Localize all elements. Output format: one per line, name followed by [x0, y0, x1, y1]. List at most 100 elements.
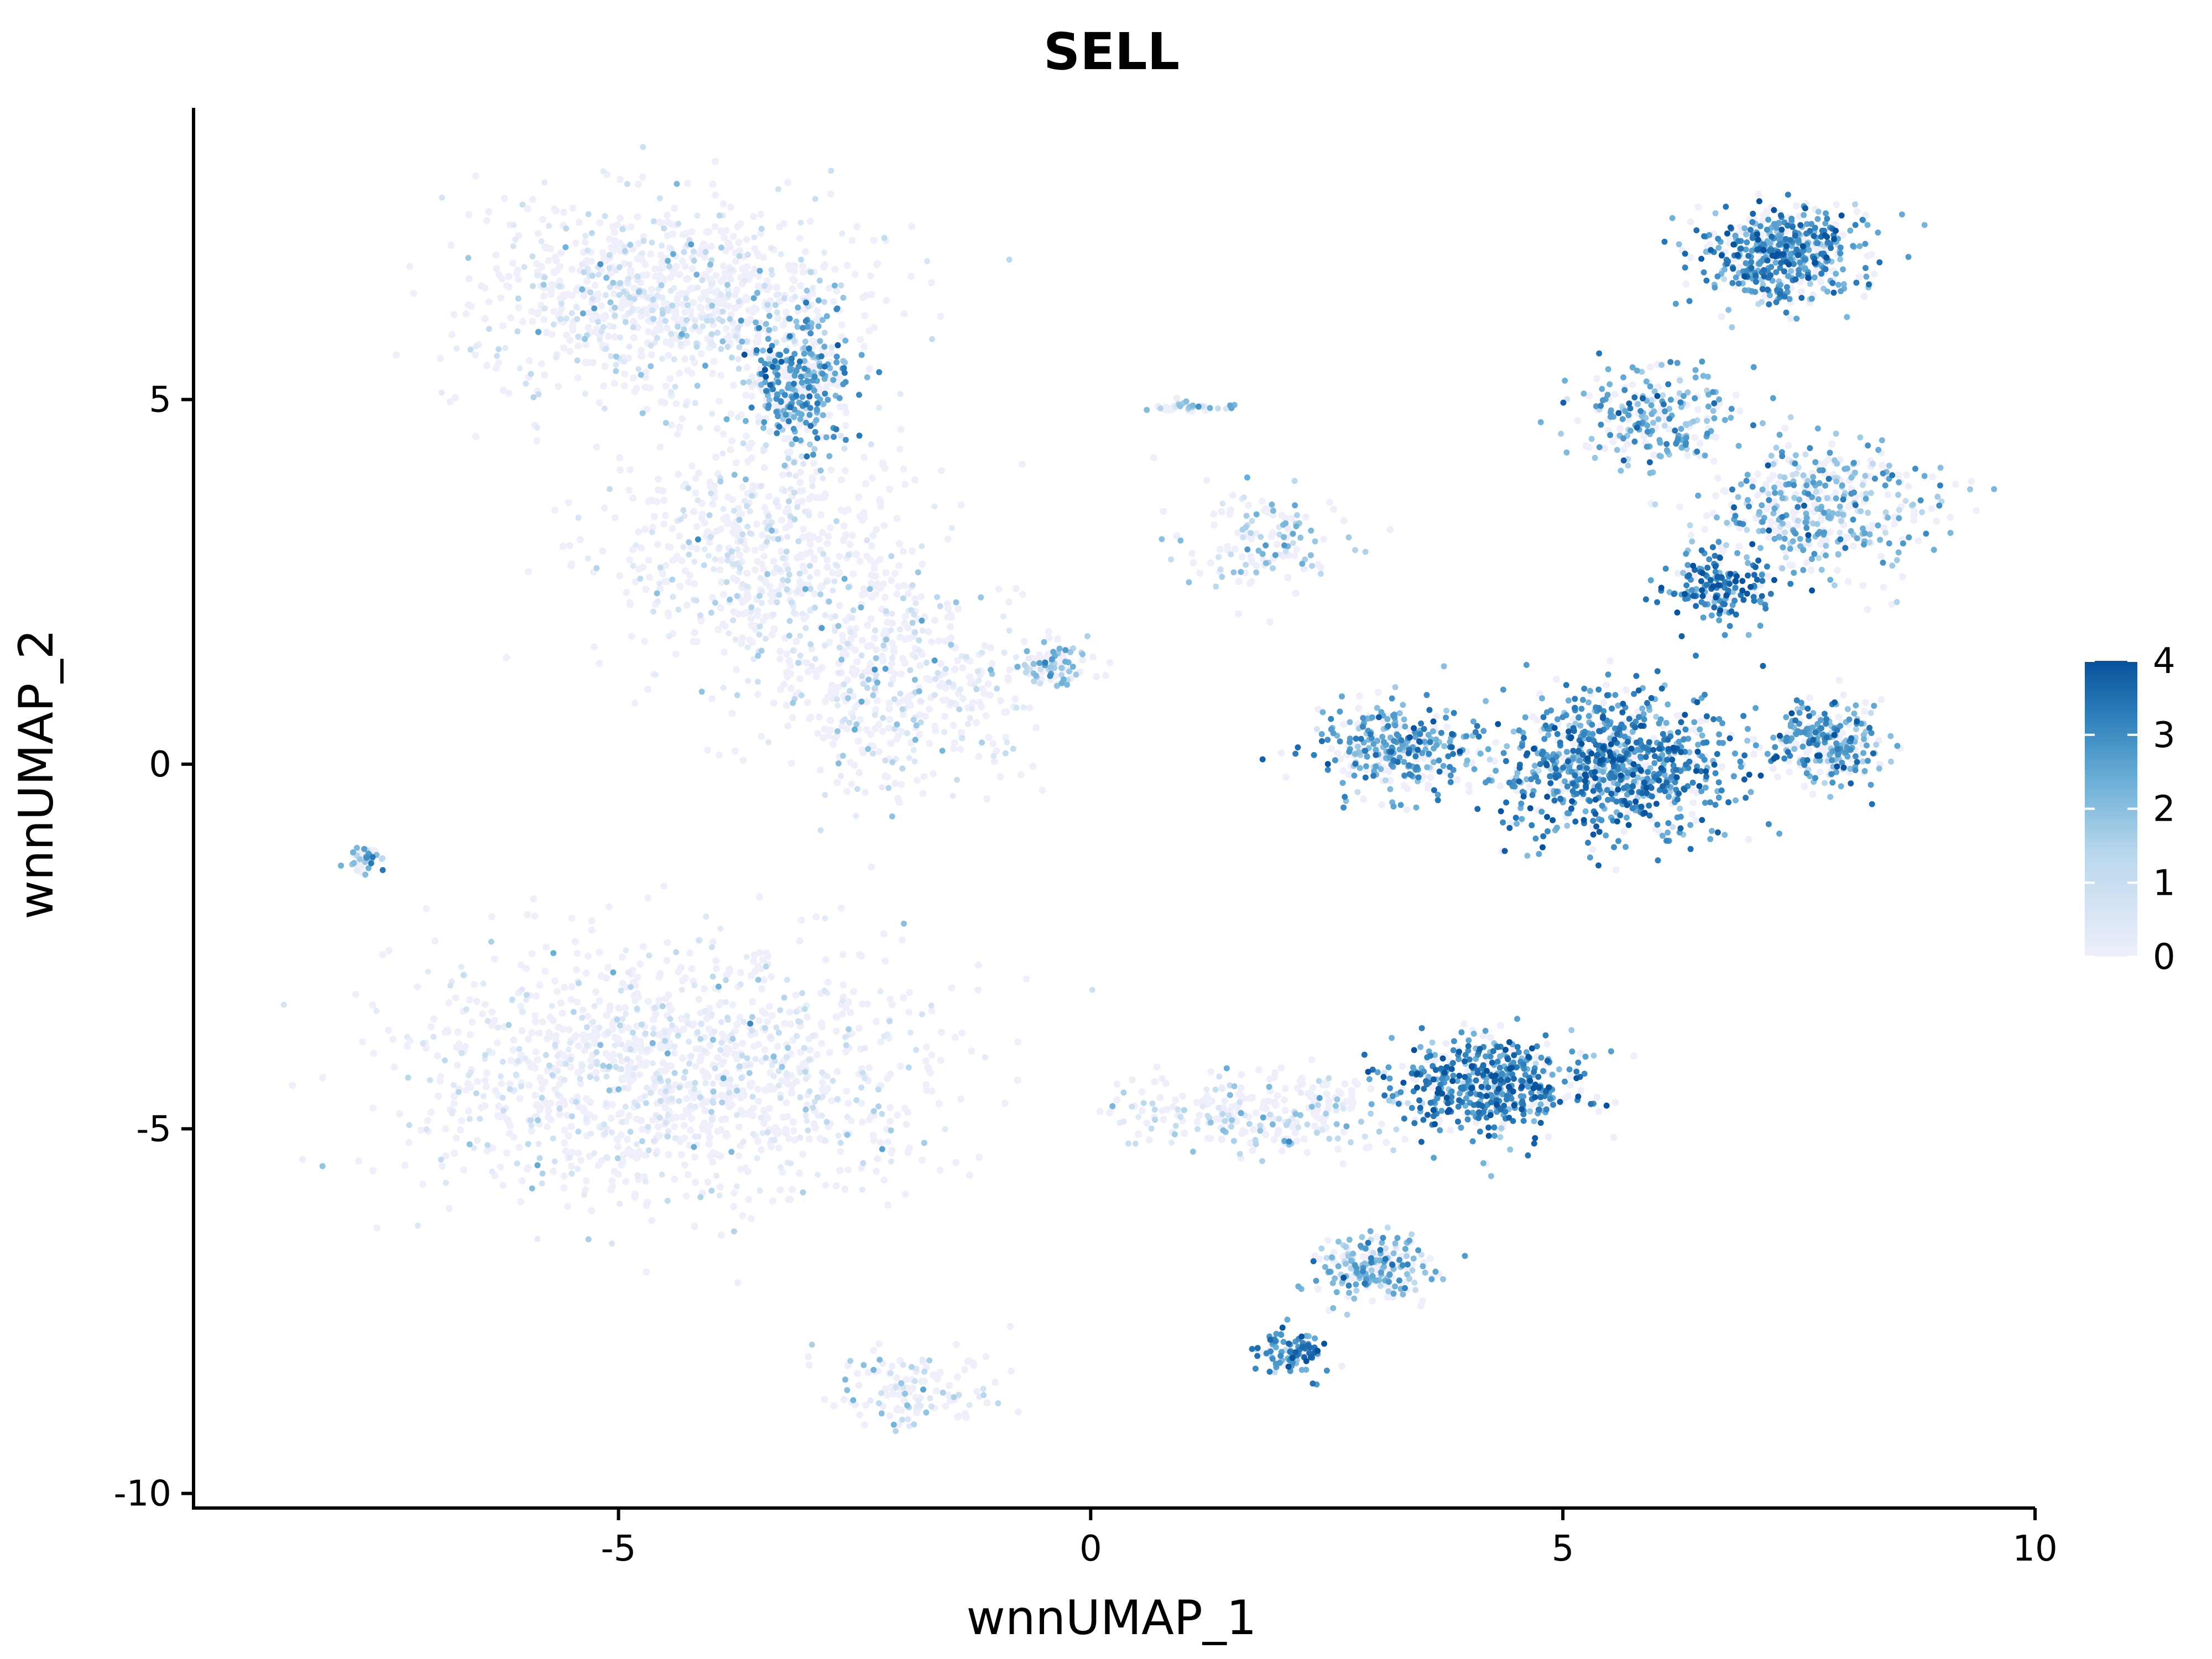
- cell-point: [649, 1060, 656, 1067]
- cell-point: [691, 982, 698, 989]
- cell-point: [810, 285, 816, 291]
- cell-point: [473, 998, 481, 1005]
- cell-point: [774, 599, 780, 606]
- cell-point: [1277, 749, 1285, 757]
- cell-point: [587, 1056, 594, 1064]
- cell-point: [665, 1001, 673, 1009]
- cell-point: [897, 626, 904, 633]
- cell-point: [480, 980, 487, 987]
- cell-point: [898, 728, 906, 735]
- cell-point: [717, 604, 724, 612]
- cell-point: [738, 1074, 744, 1081]
- cell-point: [820, 551, 827, 557]
- cell-point: [724, 1014, 731, 1021]
- cell-point: [385, 1026, 393, 1034]
- cell-point: [865, 1064, 873, 1072]
- cell-point: [881, 772, 889, 780]
- cell-point: [596, 948, 603, 956]
- cell-point: [845, 584, 852, 591]
- cell-point: [731, 1189, 738, 1197]
- cell-point: [810, 1120, 818, 1128]
- cell-point: [681, 567, 689, 575]
- cell-point: [684, 180, 691, 187]
- cell-point: [711, 482, 718, 490]
- cell-point: [633, 1141, 640, 1147]
- cell-point: [728, 548, 735, 555]
- cell-point: [1204, 1135, 1212, 1142]
- cell-point: [1246, 580, 1254, 587]
- cell-point: [1754, 470, 1762, 478]
- cell-point: [1929, 473, 1936, 481]
- cell-point: [745, 1196, 753, 1203]
- cell-point: [591, 281, 599, 289]
- cell-point: [467, 1031, 474, 1039]
- cell-point: [704, 317, 710, 324]
- cell-point: [672, 1113, 680, 1121]
- cell-point: [802, 625, 809, 632]
- cell-point: [455, 1040, 463, 1048]
- cell-point: [911, 758, 918, 765]
- cell-point: [593, 444, 601, 451]
- cell-point: [937, 467, 945, 474]
- cell-point: [560, 208, 567, 216]
- cell-point: [1291, 552, 1298, 560]
- cell-point: [911, 476, 919, 484]
- cell-point: [596, 399, 603, 406]
- cell-point: [1880, 583, 1887, 591]
- cell-point: [1882, 529, 1889, 536]
- cell-point: [1665, 425, 1673, 433]
- cell-point: [681, 309, 689, 316]
- scatter-points: [280, 144, 1997, 1434]
- cell-point: [870, 237, 878, 244]
- cell-point: [840, 536, 848, 544]
- cell-point: [1283, 1122, 1290, 1128]
- cell-point: [500, 194, 508, 202]
- cell-point: [597, 302, 605, 310]
- cell-point: [754, 557, 761, 565]
- cell-point: [352, 990, 359, 998]
- cell-point: [733, 577, 740, 585]
- cell-point: [681, 263, 689, 270]
- cell-point: [1125, 1140, 1131, 1147]
- cell-point: [1020, 704, 1027, 711]
- cell-point: [619, 298, 627, 306]
- cell-point: [1293, 545, 1301, 553]
- cell-point: [554, 267, 561, 274]
- cell-point: [1245, 502, 1253, 509]
- cell-point: [888, 1149, 895, 1156]
- cell-point: [749, 1093, 756, 1100]
- cell-point: [423, 1126, 430, 1133]
- cell-point: [727, 243, 734, 251]
- cell-point: [523, 992, 530, 998]
- cell-point: [929, 770, 937, 778]
- cell-point: [465, 1107, 472, 1115]
- cell-point: [776, 655, 784, 662]
- cell-point: [969, 699, 977, 706]
- cell-point: [560, 1184, 568, 1192]
- cell-point: [888, 619, 896, 627]
- cell-point: [766, 428, 774, 435]
- cell-point: [754, 612, 761, 619]
- cell-point: [765, 513, 772, 519]
- cell-point: [717, 227, 725, 234]
- cell-point: [746, 636, 754, 644]
- cell-point: [656, 326, 664, 333]
- cell-point: [925, 705, 933, 713]
- cell-point: [1014, 1077, 1021, 1084]
- cell-point: [650, 1031, 656, 1037]
- cell-point: [973, 719, 980, 726]
- cell-point: [611, 379, 618, 387]
- cell-point: [804, 1118, 810, 1124]
- cell-point: [757, 211, 765, 218]
- cell-point: [809, 363, 817, 371]
- cell-point: [805, 1135, 813, 1143]
- cell-point: [716, 397, 723, 405]
- cell-point: [932, 727, 940, 735]
- cell-point: [619, 226, 626, 232]
- cell-point: [1890, 520, 1898, 528]
- cell-point: [664, 1197, 671, 1204]
- cell-point: [404, 1034, 410, 1040]
- cell-point: [692, 1133, 698, 1140]
- cell-point: [690, 248, 697, 255]
- cell-point: [788, 599, 795, 606]
